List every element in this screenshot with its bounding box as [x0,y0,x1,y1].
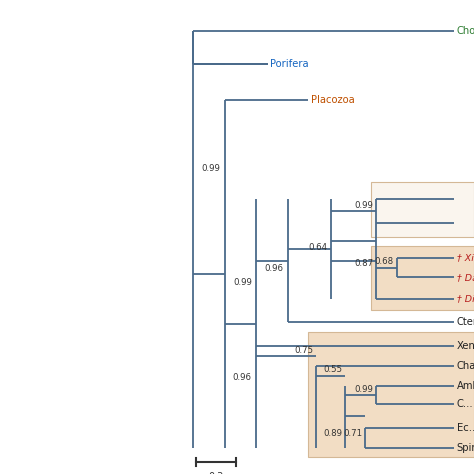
Text: Placozoa: Placozoa [310,94,354,105]
Text: 0.99: 0.99 [201,164,220,173]
Text: C...: C... [457,399,474,409]
Text: Ctenophora: Ctenophora [457,317,474,328]
Text: Porifera: Porifera [270,59,309,69]
Text: 0.3: 0.3 [208,472,224,474]
Text: 0.96: 0.96 [264,264,283,273]
Text: 0.96: 0.96 [233,373,252,382]
Text: Spiralia: Spiralia [457,443,474,453]
Text: 0.99: 0.99 [233,278,252,287]
Bar [308,332,474,457]
Text: Xenacoelomorpha: Xenacoelomorpha [457,341,474,351]
Text: Ambulacra...: Ambulacra... [457,381,474,392]
Text: † Dinomisch...: † Dinomisch... [457,294,474,303]
Text: 0.75: 0.75 [294,346,313,355]
Text: 0.99: 0.99 [355,385,374,394]
Text: 0.64: 0.64 [309,243,328,252]
Text: † Daihua...: † Daihua... [457,273,474,282]
Text: Ec...: Ec... [457,422,474,433]
Bar [371,182,474,237]
Text: 0.87: 0.87 [355,259,374,268]
Text: † Xiang...: † Xiang... [457,254,474,263]
Text: 0.71: 0.71 [343,428,362,438]
Text: 0.68: 0.68 [374,257,394,266]
Text: Choanoflagellata: Choanoflagellata [457,26,474,36]
Text: 0.99: 0.99 [355,201,374,210]
Text: Chaetognatha: Chaetognatha [457,361,474,371]
Text: 0.55: 0.55 [323,365,342,374]
Text: 0.89: 0.89 [323,428,342,438]
Bar [371,246,474,310]
